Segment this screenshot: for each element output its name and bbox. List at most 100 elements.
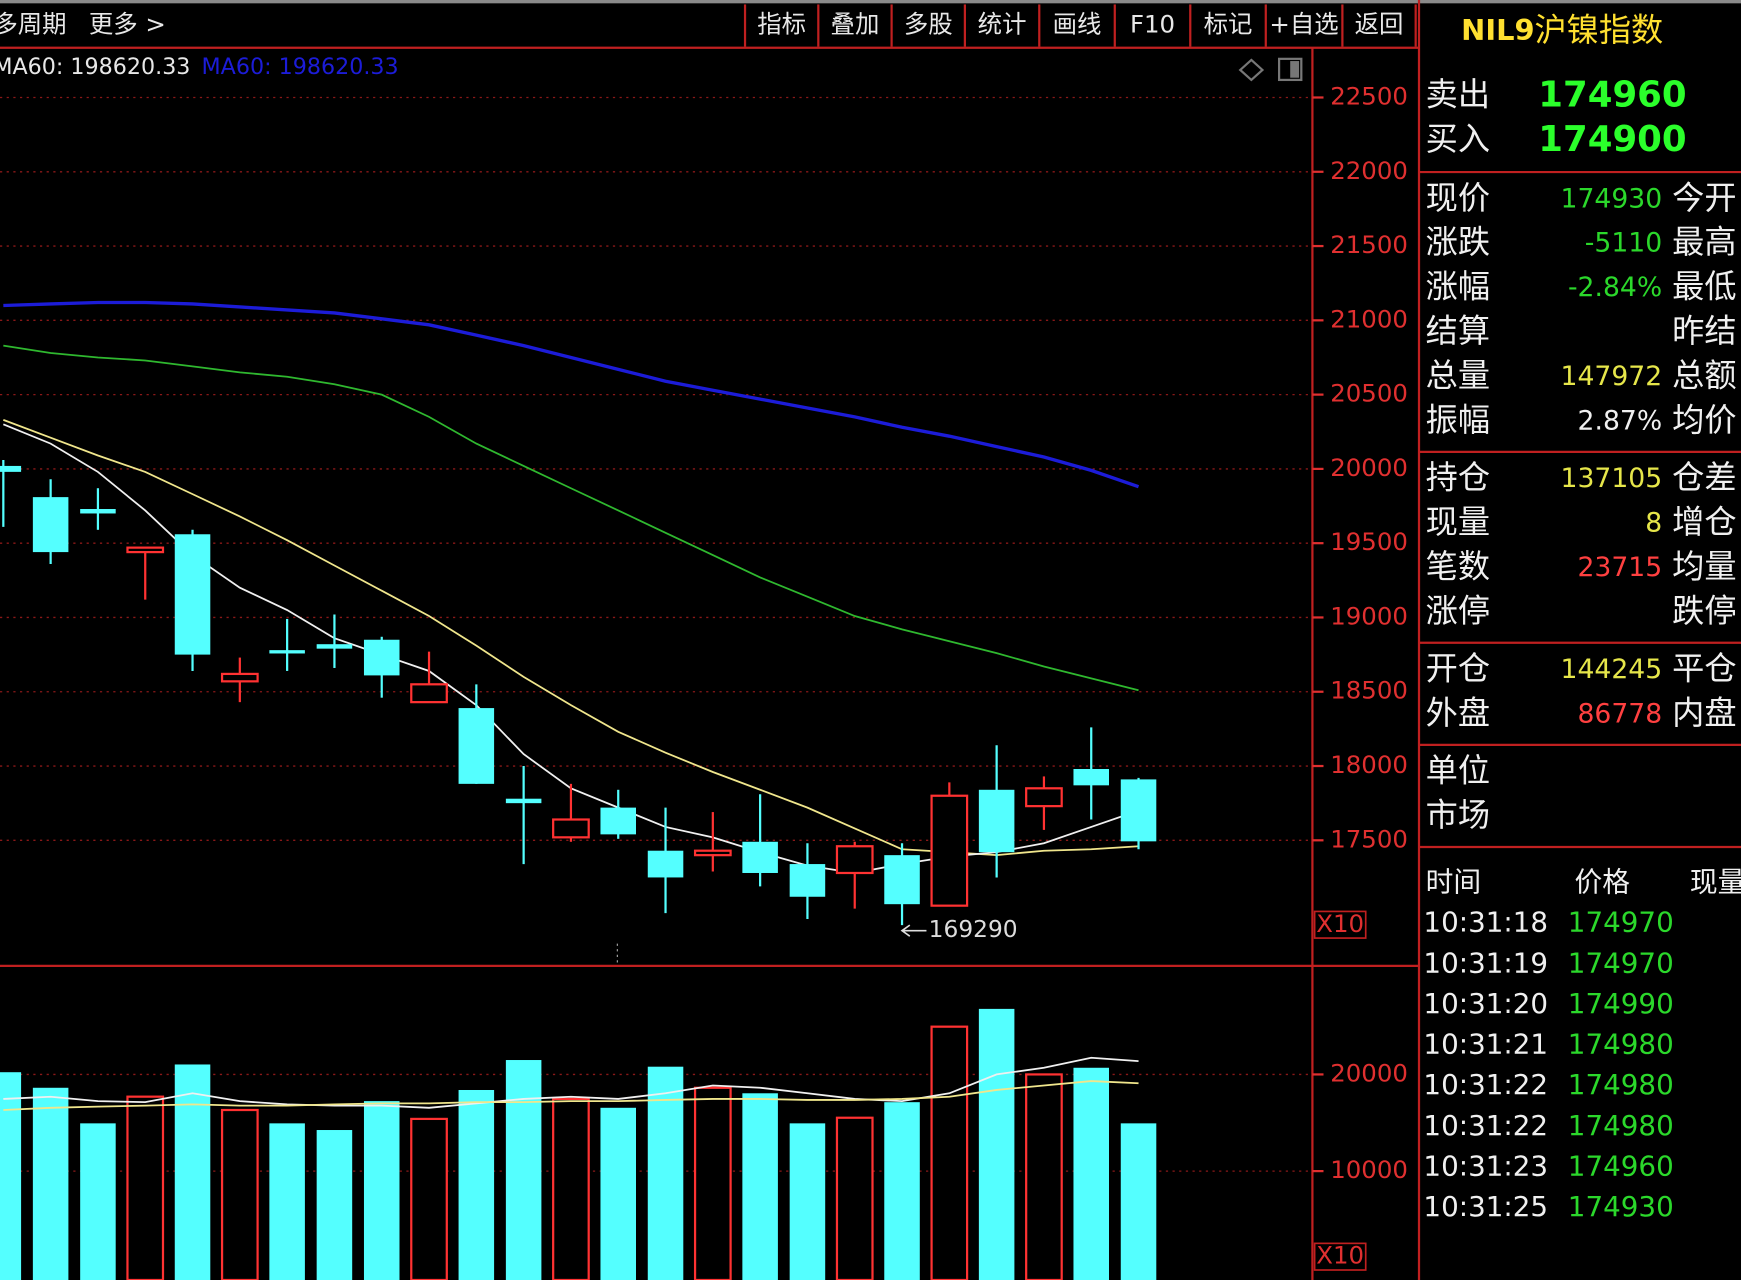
volume-bar (552, 1097, 590, 1280)
quote-label-right: 跌停 (1672, 592, 1736, 630)
tick-price: 174980 (1568, 1068, 1674, 1101)
toolbar-button[interactable]: 叠加 (831, 10, 880, 39)
toolbar-button[interactable]: 标记 (1204, 10, 1253, 39)
symbol: NIL9 (1461, 13, 1534, 47)
volume-bar (0, 1072, 22, 1280)
quote-label-right: 均量 (1672, 547, 1736, 585)
toolbar-button[interactable]: 多股 (904, 10, 953, 39)
volume-bar (978, 1008, 1015, 1280)
quote-label: 持仓 (1426, 459, 1490, 497)
content: 多周期 更多 > 指标 叠加 多股 统计 画线 F10 标记 +自选 返回 17500 18000 185… (0, 4, 1741, 1280)
y-tick-label: 18000 (1330, 750, 1408, 779)
ma-label: MA60: 198620.33 (202, 54, 399, 80)
quote-label: 结算 (1426, 312, 1490, 350)
volume-bar (789, 1123, 826, 1280)
quote-value: 174930 (1561, 183, 1663, 214)
candle-body (742, 841, 778, 873)
toolbar-button[interactable]: 指标 (757, 10, 806, 39)
candle-body (32, 497, 69, 553)
volume-bar (647, 1066, 684, 1280)
candle-body (316, 644, 353, 649)
quote-label: 振幅 (1426, 401, 1490, 439)
candle-body (410, 683, 448, 704)
volume-bar (884, 1102, 920, 1280)
volume-bar (835, 1116, 874, 1280)
moving-average (3, 300, 1140, 489)
volume-bar (80, 1123, 116, 1280)
candle-body (789, 864, 826, 897)
quote-value: 8 (1645, 507, 1662, 538)
window-icon-pane (1290, 61, 1300, 78)
tick-time: 10:31:18 (1423, 906, 1548, 939)
diamond-icon[interactable] (1238, 58, 1265, 82)
annotation-arrow (900, 924, 927, 937)
quote-label-right: 均价 (1672, 401, 1736, 439)
volume-bar (505, 1060, 542, 1280)
candle-body (600, 807, 636, 835)
bid-ask-label: 卖出 (1426, 76, 1490, 114)
y-tick-label: 22500 (1330, 81, 1408, 110)
volume-bar (269, 1123, 305, 1280)
toolbar-button[interactable]: 返回 (1355, 10, 1404, 39)
toolbar-button[interactable]: 统计 (978, 10, 1027, 39)
y-tick-label: 20000 (1330, 1058, 1408, 1087)
window-icon[interactable] (1277, 57, 1303, 82)
toolbar-button[interactable]: F10 (1130, 10, 1175, 39)
multiplier-box (1313, 1242, 1367, 1271)
quote-label-right: 平仓 (1672, 650, 1736, 688)
candle-body (1120, 779, 1157, 842)
candle-body (1025, 787, 1063, 808)
candle-body (647, 850, 684, 878)
quote-label-right: 最低 (1672, 268, 1736, 306)
candle-body (505, 798, 542, 804)
tick-time: 10:31:21 (1423, 1028, 1548, 1061)
quote-label: 涨跌 (1426, 223, 1490, 261)
volume-bar (693, 1086, 732, 1280)
quote-label: 市场 (1426, 796, 1490, 834)
bid-ask-value: 174960 (1538, 75, 1686, 116)
volume-bar (410, 1117, 448, 1280)
quote-label: 现价 (1426, 179, 1490, 217)
quote-label-right: 增仓 (1672, 503, 1736, 541)
candle-body (835, 845, 874, 875)
tick-time: 10:31:19 (1423, 946, 1548, 979)
moving-average (3, 344, 1139, 692)
candle-body (0, 465, 22, 472)
y-tick-label: 21500 (1330, 230, 1408, 259)
toolbar-button[interactable]: +自选 (1269, 10, 1338, 39)
volume-bar (1120, 1123, 1157, 1280)
tick-time: 10:31:22 (1423, 1068, 1548, 1101)
bid-ask-label: 买入 (1426, 120, 1490, 158)
volume-bar (742, 1093, 778, 1280)
candle-body (1073, 768, 1109, 786)
candle-body (884, 855, 920, 905)
quote-value: -5110 (1585, 228, 1662, 259)
volume-bar (930, 1025, 969, 1280)
moving-average (3, 1056, 1139, 1109)
y-tick-label: 17500 (1330, 824, 1408, 853)
volume-bar (600, 1107, 636, 1280)
quote-label-right: 总额 (1672, 356, 1736, 394)
candle-body (978, 789, 1015, 853)
tick-price: 174980 (1568, 1028, 1674, 1061)
tick-time: 10:31:20 (1423, 987, 1548, 1020)
y-tick-label: 20500 (1330, 379, 1408, 408)
toolbar-button[interactable]: 画线 (1053, 10, 1102, 39)
period-menu[interactable]: 多周期 (0, 10, 67, 39)
ticks-header: 现量 (1690, 866, 1741, 899)
candle-body (80, 509, 116, 514)
volume-bar (1025, 1073, 1063, 1280)
quote-value: 23715 (1577, 552, 1662, 583)
more-menu[interactable]: 更多 > (89, 10, 166, 39)
candle-body (552, 818, 590, 839)
quote-value: 144245 (1561, 654, 1663, 685)
y-tick-label: 19500 (1330, 527, 1408, 556)
quote-label: 外盘 (1426, 694, 1490, 732)
y-tick-label: 21000 (1330, 304, 1408, 333)
quote-label-right: 最高 (1672, 223, 1736, 261)
tick-time: 10:31:25 (1423, 1190, 1548, 1223)
symbol-name: 沪镍指数 (1534, 11, 1663, 49)
quote-value: 137105 (1561, 463, 1663, 494)
